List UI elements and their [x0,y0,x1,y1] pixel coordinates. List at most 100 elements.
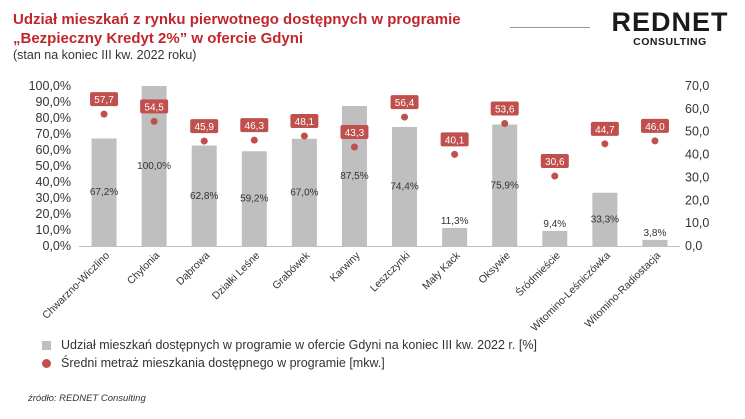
bar-data-label: 3,8% [644,228,667,239]
point-data-label: 56,4 [395,98,415,109]
y-left-tick-label: 0,0% [43,239,72,253]
x-tick-label: Mały Kack [420,249,463,292]
bar-data-label: 59,2% [240,194,268,205]
point-label-box [340,125,369,140]
point-label-box [390,95,419,110]
bar [592,192,618,246]
y-right-tick-label: 60,0 [685,102,709,116]
y-right-tick-label: 0,0 [685,239,702,253]
y-left-tick-label: 50,0% [36,159,71,173]
y-left-tick-label: 90,0% [36,95,71,109]
point-data-label: 46,0 [645,122,665,133]
x-tick-label: Grabówek [270,249,313,292]
legend-label-area: Średni metraż mieszkania dostępnego w pr… [61,356,385,370]
logo-sub-text: CONSULTING [633,36,707,48]
bar-data-label: 33,3% [591,214,619,225]
x-tick-label: Śródmieście [513,249,563,299]
bar [291,138,317,246]
header-divider [510,27,590,28]
y-left-tick-label: 80,0% [36,111,71,125]
title-line-2: „Bezpieczny Kredyt 2%” w ofercie Gdyni [13,30,304,47]
point-data-label: 44,7 [595,125,615,136]
bar-data-label: 62,8% [190,191,218,202]
bar-data-label: 67,2% [90,187,118,198]
y-right-tick-label: 40,0 [685,148,709,162]
point-data-label: 45,9 [194,122,214,133]
legend-item-share: Udział mieszkań dostępnych w programie w… [42,336,537,354]
y-left-tick-label: 40,0% [36,175,71,189]
logo-main-text: REDNET [611,7,729,37]
point-data-label: 40,1 [445,135,465,146]
point-data-label: 54,5 [144,102,164,113]
x-tick-label: Leszczynki [368,250,413,295]
point-label-box [90,92,119,107]
bar-data-label: 87,5% [340,171,368,182]
chart-subtitle: (stan na koniec III kw. 2022 roku) [13,48,197,62]
point-marker [100,110,108,118]
point-data-label: 48,1 [295,117,315,128]
legend-swatch-bar [42,340,51,350]
chart-title: Udział mieszkań z rynku pierwotnego dost… [13,10,513,48]
y-right-tick-label: 70,0 [685,79,709,93]
bar [442,227,468,246]
source-note: źródło: REDNET Consulting [28,393,146,404]
bar-data-label: 67,0% [290,187,318,198]
point-label-box [440,132,469,147]
x-tick-label: Działki Leśne [210,250,263,303]
bar [241,151,267,246]
y-right-tick-label: 30,0 [685,170,709,184]
y-left-tick-label: 100,0% [29,79,71,93]
point-label-box [190,119,219,134]
point-label-box [140,99,169,114]
x-tick-label: Dąbrowa [174,250,212,288]
point-marker [200,137,208,145]
point-marker [651,137,659,145]
point-marker [451,150,459,158]
bar [492,124,518,246]
bar [392,126,418,246]
y-left-tick-label: 10,0% [36,223,71,237]
point-data-label: 57,7 [94,95,114,106]
point-marker [551,172,559,180]
x-tick-label: Chylonia [125,250,162,287]
y-right-tick-label: 50,0 [685,125,709,139]
legend-label-share: Udział mieszkań dostępnych w programie w… [61,338,537,352]
chart-legend: Udział mieszkań dostępnych w programie w… [42,336,537,372]
title-line-1: Udział mieszkań z rynku pierwotnego dost… [13,11,461,28]
point-label-box [640,118,669,133]
y-right-tick-label: 10,0 [685,216,709,230]
point-label-box [240,118,269,133]
point-marker [300,132,308,140]
point-marker [401,113,409,121]
bar-data-label: 100,0% [137,161,171,172]
bar-data-label: 75,9% [491,180,519,191]
point-label-box [490,101,519,116]
point-label-box [290,114,319,129]
point-label-box [540,154,569,169]
y-left-tick-label: 30,0% [36,191,71,205]
x-tick-label: Chwarzno-Wiczlino [40,250,112,322]
y-right-tick-label: 20,0 [685,193,709,207]
point-data-label: 30,6 [545,157,565,168]
bar [542,230,568,246]
bar [642,239,668,246]
bar-data-label: 9,4% [543,219,566,230]
bar-data-label: 74,4% [390,181,418,192]
x-tick-label: Karwiny [328,249,363,284]
bar [91,138,117,246]
y-left-tick-label: 20,0% [36,207,71,221]
point-marker [250,136,258,144]
bar-data-label: 11,3% [441,216,469,227]
point-marker [350,143,358,151]
legend-swatch-marker [42,358,51,368]
legend-item-area: Średni metraż mieszkania dostępnego w pr… [42,354,537,372]
point-data-label: 43,3 [345,128,365,139]
y-left-tick-label: 60,0% [36,143,71,157]
point-data-label: 46,3 [245,121,265,132]
y-left-tick-label: 70,0% [36,127,71,141]
point-marker [601,140,609,148]
rednet-logo: REDNET CONSULTING [600,8,740,48]
bar [191,145,217,246]
point-label-box [590,121,619,136]
point-marker [150,117,158,125]
